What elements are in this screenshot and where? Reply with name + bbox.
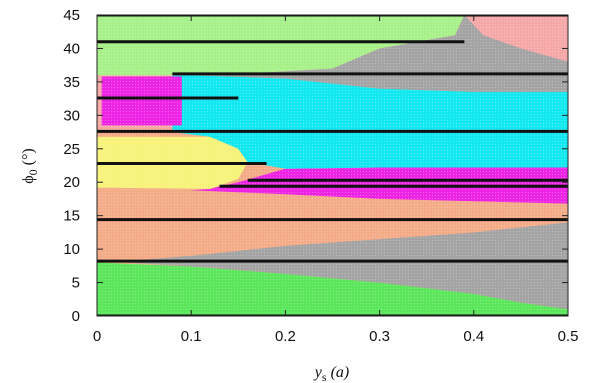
y-tick-label-7: 35: [63, 74, 80, 91]
y-axis-label: ϕ0(°): [20, 148, 40, 183]
axes: [96, 14, 569, 317]
x-tick-label-3: 0.3: [369, 328, 390, 345]
x-tick-label-2: 0.2: [275, 328, 296, 345]
x-tick-label-0: 0: [93, 328, 101, 345]
y-tick-label-3: 15: [63, 208, 80, 225]
y-tick-label-0: 0: [72, 308, 80, 325]
x-tick-label-5: 0.5: [558, 328, 579, 345]
y-tick-label-9: 45: [63, 7, 80, 24]
black-lines: [97, 15, 568, 316]
y-tick-label-4: 20: [63, 174, 80, 191]
texture-overlay: [97, 15, 568, 316]
x-tick-label-4: 0.4: [463, 328, 484, 345]
y-tick-label-6: 30: [63, 107, 80, 124]
x-tick-label-1: 0.1: [181, 328, 202, 345]
y-tick-label-5: 25: [63, 141, 80, 158]
tick-labels: 0 0.1 0.2 0.3 0.4 0.5 0 5 10 15 20 25 30 35 40 45: [63, 7, 578, 345]
y-tick-label-1: 5: [72, 275, 80, 292]
x-axis-label: ys (a): [313, 364, 349, 383]
plot-frame: [96, 14, 569, 317]
y-tick-label-8: 40: [63, 40, 80, 57]
y-tick-label-2: 10: [63, 241, 80, 258]
